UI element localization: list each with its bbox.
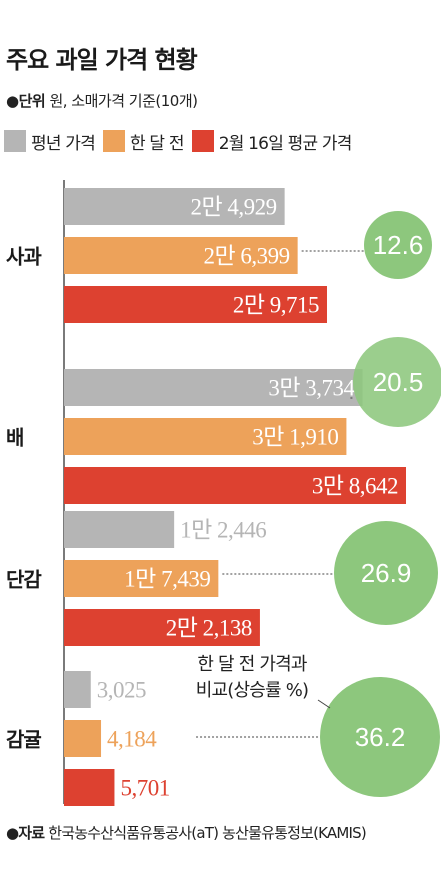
annotation-pointer xyxy=(317,699,331,709)
source-bullet: ● xyxy=(6,824,19,842)
annotation-line: 비교(상승률 %) xyxy=(196,680,308,701)
bar xyxy=(64,720,102,757)
data-label: 3만 3,734 xyxy=(268,376,355,401)
legend-swatch-month-ago xyxy=(102,130,125,152)
legend-label-current: 2월 16일 평균 가격 xyxy=(218,133,353,154)
bar xyxy=(64,369,363,406)
chart-title: 주요 과일 가격 현황 xyxy=(6,46,198,74)
legend-swatch-normal xyxy=(4,130,26,152)
change-value: 20.5 xyxy=(373,367,424,397)
bar xyxy=(64,671,91,708)
data-label: 1만 2,446 xyxy=(180,518,266,543)
change-circle xyxy=(364,211,432,279)
change-value: 12.6 xyxy=(373,230,424,260)
category-label: 사과 xyxy=(6,245,42,269)
bar xyxy=(64,609,260,646)
category-label: 감귤 xyxy=(6,728,41,752)
bar xyxy=(64,560,219,597)
data-label: 3만 1,910 xyxy=(252,425,338,450)
change-circle xyxy=(353,337,441,427)
legend-item-month-ago: 한 달 전 xyxy=(102,129,185,154)
legend-item-current: 2월 16일 평균 가격 xyxy=(191,129,353,154)
bar xyxy=(64,418,347,455)
unit-bullet: ● xyxy=(6,92,19,110)
change-value: 26.9 xyxy=(361,558,412,588)
unit-text: 원, 소매가격 기준(10개) xyxy=(45,92,198,110)
source-label: 자료 xyxy=(18,824,45,842)
legend-label-month-ago: 한 달 전 xyxy=(129,133,185,154)
annotation-line: 한 달 전 가격과 xyxy=(197,654,307,675)
source-text: 한국농수산식품유통공사(aT) 농산물유통정보(KAMIS) xyxy=(44,824,366,842)
legend: 평년 가격 한 달 전 2월 16일 평균 가격 xyxy=(4,128,441,154)
data-label: 2만 6,399 xyxy=(203,244,289,269)
category-label: 배 xyxy=(6,426,23,450)
bar xyxy=(64,467,406,504)
bar xyxy=(64,769,115,806)
unit-note: ●단위 원, 소매가격 기준(10개) xyxy=(6,90,198,111)
data-label: 2만 2,138 xyxy=(166,616,252,641)
data-label: 1만 7,439 xyxy=(124,567,210,592)
change-circle xyxy=(334,521,438,625)
bar xyxy=(64,511,175,548)
legend-swatch-current xyxy=(191,130,214,152)
bar xyxy=(64,286,327,323)
bar xyxy=(64,237,298,274)
bar xyxy=(64,188,285,225)
data-label: 2만 4,929 xyxy=(190,195,276,220)
data-label: 4,184 xyxy=(107,727,157,752)
data-label: 3만 8,642 xyxy=(312,474,398,499)
legend-item-normal: 평년 가격 xyxy=(4,129,96,154)
category-label: 단감 xyxy=(6,568,42,592)
legend-label-normal: 평년 가격 xyxy=(31,133,96,154)
source-note: ●자료 한국농수산식품유통공사(aT) 농산물유통정보(KAMIS) xyxy=(6,822,367,843)
data-label: 3,025 xyxy=(97,678,146,703)
data-label: 5,701 xyxy=(120,776,169,801)
unit-label: 단위 xyxy=(18,92,46,110)
data-label: 2만 9,715 xyxy=(233,293,319,318)
change-circle xyxy=(320,677,440,797)
change-value: 36.2 xyxy=(355,722,406,752)
